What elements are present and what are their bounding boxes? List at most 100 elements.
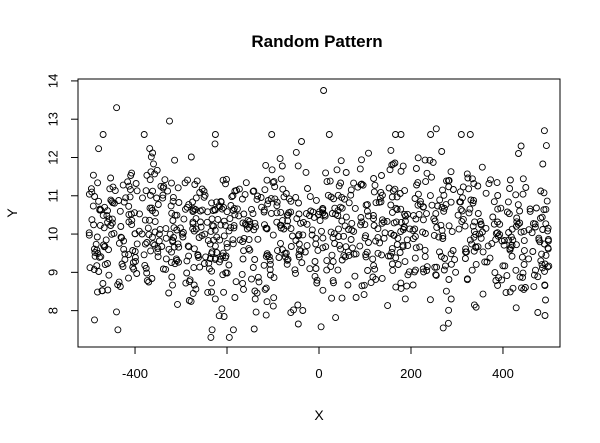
data-point (421, 156, 429, 164)
data-point (269, 302, 277, 310)
data-point (474, 210, 482, 217)
data-point (317, 323, 325, 331)
data-point (512, 266, 520, 274)
data-point (514, 220, 522, 228)
data-point (403, 236, 411, 244)
data-point (232, 278, 240, 286)
data-point (253, 195, 261, 203)
data-point (203, 218, 211, 226)
data-point (397, 284, 405, 292)
data-point (495, 274, 503, 282)
data-point (149, 240, 157, 248)
data-point (438, 226, 446, 234)
data-point (540, 127, 548, 135)
data-point (380, 234, 388, 242)
data-point (220, 232, 228, 240)
data-point (146, 191, 154, 199)
data-point (440, 191, 448, 199)
data-point (354, 183, 362, 191)
data-point (269, 179, 277, 187)
data-point (464, 174, 472, 182)
data-point (277, 175, 285, 183)
data-point (231, 294, 239, 301)
data-point (467, 196, 475, 204)
data-point (85, 231, 93, 239)
data-point (122, 194, 130, 202)
data-point (302, 210, 310, 218)
data-point (501, 262, 509, 270)
data-point (282, 190, 290, 197)
data-point (444, 319, 452, 327)
data-point (208, 199, 216, 207)
data-point (190, 227, 198, 235)
data-point (251, 256, 259, 263)
data-point (218, 205, 226, 213)
data-point (534, 273, 542, 281)
data-point (124, 178, 132, 186)
data-point (378, 274, 386, 282)
data-point (494, 192, 502, 199)
x-tick-label: -200 (214, 366, 240, 381)
data-point (401, 258, 409, 266)
data-point (512, 191, 520, 199)
data-point (476, 217, 484, 225)
data-point (364, 267, 372, 274)
data-point (292, 193, 300, 201)
data-point (176, 224, 184, 232)
data-point (108, 197, 116, 205)
data-point (248, 275, 255, 283)
data-point (169, 281, 176, 289)
data-point (287, 225, 295, 233)
data-point (482, 224, 490, 232)
data-point (225, 333, 233, 341)
data-point (182, 205, 189, 213)
data-point (329, 234, 337, 242)
data-point (411, 268, 418, 276)
data-point (216, 203, 224, 211)
data-point (227, 202, 235, 209)
data-point (175, 258, 182, 266)
data-point (304, 185, 311, 192)
data-point (167, 202, 175, 210)
y-tick-label: 10 (46, 227, 61, 241)
data-point (468, 266, 476, 274)
data-point (110, 229, 118, 237)
data-point (498, 237, 506, 245)
data-point (416, 243, 424, 251)
data-point (216, 236, 224, 244)
data-point (401, 187, 409, 195)
data-point (89, 171, 97, 179)
data-point (445, 276, 453, 283)
data-point (447, 295, 455, 303)
data-point (297, 219, 305, 227)
data-point (86, 264, 94, 272)
data-point (292, 148, 300, 156)
data-point (323, 257, 331, 265)
data-point (341, 222, 349, 230)
data-point (230, 222, 238, 230)
data-point (289, 232, 296, 240)
data-point (357, 214, 365, 221)
data-point (448, 228, 456, 236)
data-point (528, 229, 536, 237)
data-point (472, 260, 480, 268)
data-point (385, 184, 393, 192)
data-point (319, 209, 327, 217)
data-point (518, 253, 526, 261)
data-point (522, 184, 530, 191)
data-point (419, 216, 427, 224)
data-point (107, 196, 115, 204)
data-point (409, 235, 417, 243)
data-point (537, 257, 545, 265)
data-point (295, 251, 303, 259)
data-point (451, 256, 459, 264)
data-point (487, 176, 494, 184)
data-point (409, 281, 417, 289)
data-point (468, 240, 476, 248)
data-point (262, 311, 270, 319)
data-point (212, 254, 220, 262)
data-point (431, 263, 439, 271)
data-point (388, 248, 396, 256)
data-point (356, 242, 364, 250)
data-point (284, 211, 292, 219)
